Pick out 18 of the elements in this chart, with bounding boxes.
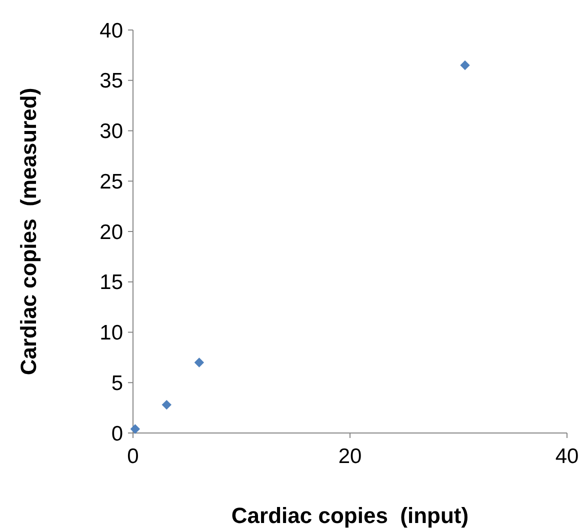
y-tick-label: 0 [111, 422, 123, 446]
y-tick-label: 10 [100, 322, 123, 345]
y-tick-label: 20 [100, 220, 123, 244]
x-axis-title: Cardiac copies (input) [231, 503, 469, 528]
y-tick-label: 5 [111, 372, 123, 395]
y-tick-label: 30 [100, 120, 123, 144]
x-tick-label: 40 [555, 445, 579, 468]
point [194, 358, 204, 368]
y-tick-label: 35 [100, 70, 123, 93]
y-tick-label: 25 [100, 170, 123, 194]
y-tick-label: 15 [100, 271, 123, 294]
point [162, 400, 172, 410]
y-axis-title: Cardiac copies (measured) [16, 88, 41, 376]
y-tick-label: 40 [100, 19, 123, 42]
x-tick-label: 20 [338, 445, 362, 468]
point [130, 424, 140, 434]
x-tick-label: 0 [127, 445, 139, 468]
point [460, 60, 470, 70]
